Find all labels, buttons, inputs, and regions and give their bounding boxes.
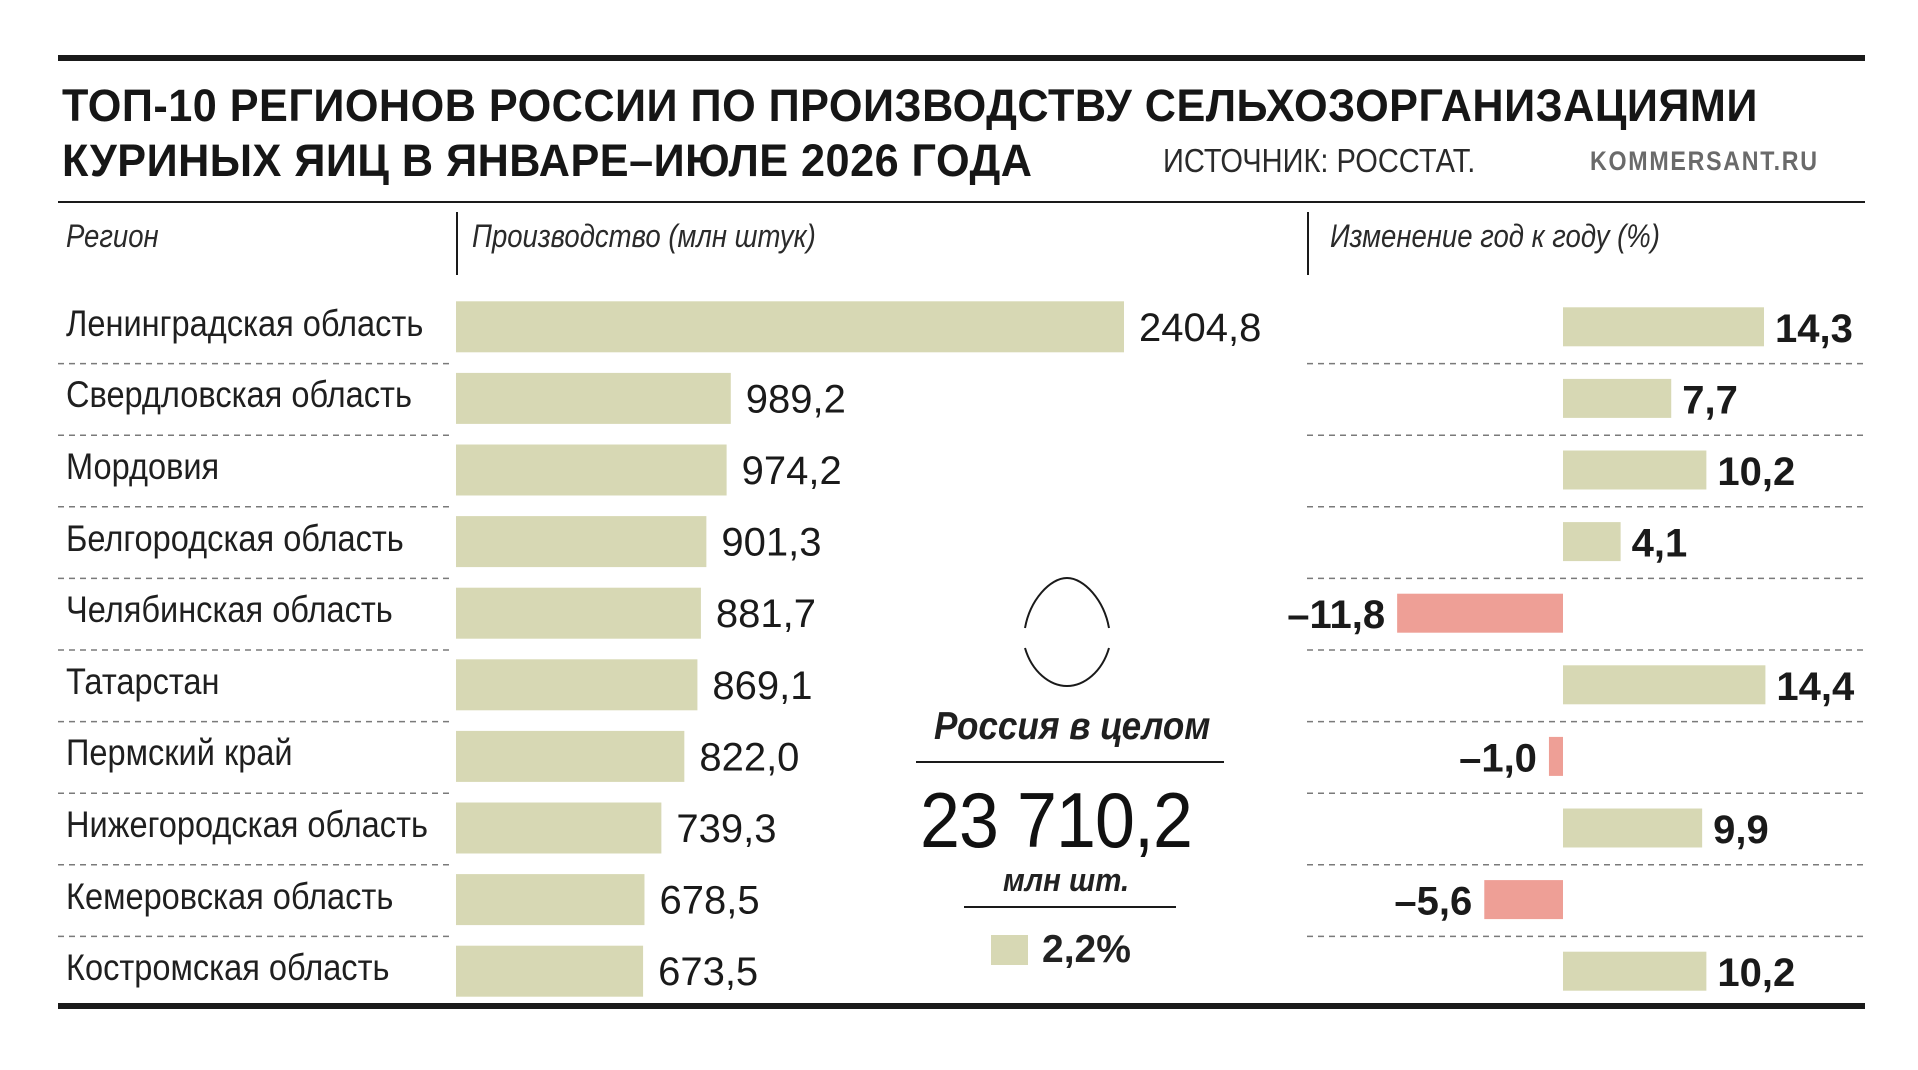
change-bar — [1563, 951, 1707, 991]
change-bar — [1563, 808, 1703, 848]
change-value-label: 9,9 — [1713, 808, 1769, 852]
region-label: Пермский край — [66, 732, 293, 774]
region-label: Нижегородская область — [66, 804, 428, 845]
production-bar — [456, 444, 727, 496]
bottom-rule — [58, 1003, 1865, 1009]
change-bar — [1563, 522, 1621, 562]
change-bar — [1484, 880, 1563, 920]
region-label: Ленинградская область — [66, 302, 424, 344]
summary-change: 2,2% — [1042, 928, 1131, 971]
region-label: Татарстан — [66, 660, 220, 702]
change-value-label: –1,0 — [1459, 736, 1537, 780]
production-bars — [456, 301, 1124, 997]
production-value-label: 673,5 — [658, 950, 758, 994]
region-label: Кемеровская область — [66, 875, 394, 917]
production-bar — [456, 659, 698, 711]
column-separator-production — [456, 212, 458, 275]
egg-icon — [1024, 576, 1110, 688]
change-bar — [1563, 665, 1766, 705]
production-value-label: 881,7 — [716, 592, 816, 636]
summary-value: 23 710,2 — [920, 776, 1193, 864]
change-bar — [1548, 736, 1563, 776]
production-value-label: 2404,8 — [1139, 306, 1261, 350]
production-bar — [456, 587, 701, 639]
production-value-label: 901,3 — [721, 521, 821, 565]
column-header-region: Регион — [66, 218, 159, 254]
summary-rule-bottom — [964, 906, 1176, 908]
summary-rule-top — [916, 761, 1224, 763]
change-bar — [1397, 593, 1563, 633]
row-dividers — [58, 362, 1865, 938]
change-bar — [1563, 450, 1707, 490]
chart-title-line-2: КУРИНЫХ ЯИЦ В ЯНВАРЕ–ИЮЛЕ 2026 ГОДА — [62, 135, 1033, 186]
production-value-label: 739,3 — [676, 807, 776, 851]
summary-label: Россия в целом — [934, 705, 1211, 748]
top-rule — [58, 55, 1865, 61]
change-value-label: 7,7 — [1682, 378, 1738, 422]
region-label: Белгородская область — [66, 517, 404, 559]
change-value-label: 10,2 — [1717, 450, 1795, 494]
column-separator-change — [1307, 212, 1309, 275]
region-label: Костромская область — [66, 947, 390, 989]
chart-title-line-1: ТОП-10 РЕГИОНОВ РОССИИ ПО ПРОИЗВОДСТВУ С… — [62, 80, 1758, 131]
change-value-label: 14,3 — [1775, 307, 1853, 351]
change-value-label: 10,2 — [1717, 951, 1795, 995]
production-value-label: 989,2 — [746, 377, 846, 421]
production-bar — [456, 372, 731, 424]
change-labels: 14,3 7,7 10,2 4,1 –11,8 14,4 –1,0 9,9 –5,6 10,2 — [1287, 307, 1855, 995]
change-bar — [1563, 378, 1672, 418]
production-bar — [456, 516, 707, 568]
region-label: Мордовия — [66, 446, 220, 487]
change-value-label: 4,1 — [1632, 522, 1688, 566]
header-rule — [58, 201, 1865, 203]
production-value-label: 869,1 — [712, 664, 812, 708]
change-value-label: –5,6 — [1394, 880, 1472, 924]
region-label: Челябинская область — [66, 589, 393, 631]
region-label: Свердловская область — [66, 374, 412, 416]
change-bars — [1397, 307, 1766, 991]
production-bar — [456, 301, 1124, 353]
production-bar — [456, 874, 645, 926]
change-value-label: –11,8 — [1287, 593, 1385, 637]
production-value-label: 822,0 — [699, 735, 799, 779]
source-note: ИСТОЧНИК: РОССТАТ. — [1163, 142, 1476, 179]
production-bar — [456, 945, 644, 997]
change-bar — [1563, 307, 1764, 347]
production-bar — [456, 802, 662, 854]
production-bar — [456, 730, 685, 782]
change-value-label: 14,4 — [1776, 665, 1855, 709]
column-header-production: Производство (млн штук) — [472, 218, 816, 254]
column-header-change: Изменение год к году (%) — [1330, 218, 1660, 254]
production-labels: 2404,8 989,2 974,2 901,3 881,7 869,1 822,0 739,… — [658, 306, 1261, 994]
summary-change-swatch — [991, 935, 1028, 965]
summary-unit: млн шт. — [1003, 862, 1130, 898]
production-value-label: 974,2 — [742, 449, 842, 493]
brand-url: KOMMERSANT.RU — [1590, 146, 1819, 176]
production-value-label: 678,5 — [659, 879, 759, 923]
